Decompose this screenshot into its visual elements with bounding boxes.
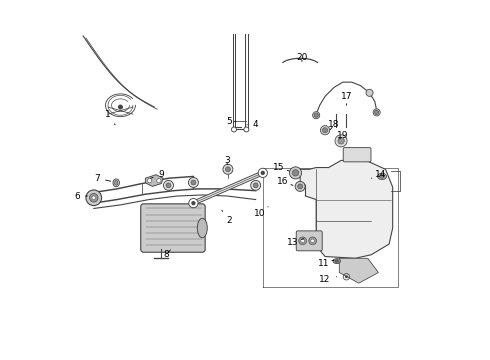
Circle shape xyxy=(293,170,299,176)
Circle shape xyxy=(90,194,98,202)
Circle shape xyxy=(191,201,196,205)
Text: 12: 12 xyxy=(319,275,337,284)
Circle shape xyxy=(290,167,301,179)
Text: 1: 1 xyxy=(105,110,115,125)
Circle shape xyxy=(223,165,233,174)
Circle shape xyxy=(309,237,317,245)
FancyBboxPatch shape xyxy=(296,231,322,251)
Text: 9: 9 xyxy=(151,170,164,179)
Circle shape xyxy=(335,135,347,147)
Circle shape xyxy=(89,193,99,203)
Circle shape xyxy=(295,181,305,192)
Circle shape xyxy=(338,138,344,144)
Ellipse shape xyxy=(378,173,387,180)
Circle shape xyxy=(191,180,196,185)
Text: 7: 7 xyxy=(95,174,111,183)
Text: 18: 18 xyxy=(328,120,340,130)
Text: 14: 14 xyxy=(371,170,386,179)
FancyBboxPatch shape xyxy=(141,204,205,252)
Circle shape xyxy=(313,112,319,119)
Ellipse shape xyxy=(114,180,118,185)
Circle shape xyxy=(157,179,161,183)
Circle shape xyxy=(91,195,96,200)
Ellipse shape xyxy=(113,179,120,187)
Circle shape xyxy=(86,190,101,206)
Circle shape xyxy=(189,198,198,208)
Circle shape xyxy=(320,126,330,135)
Circle shape xyxy=(119,105,122,109)
Text: 3: 3 xyxy=(224,156,230,165)
Text: 13: 13 xyxy=(287,238,304,247)
Circle shape xyxy=(251,180,261,190)
Circle shape xyxy=(366,89,373,96)
Circle shape xyxy=(314,113,319,117)
Text: 11: 11 xyxy=(318,259,334,268)
Polygon shape xyxy=(300,161,392,258)
Circle shape xyxy=(253,183,258,188)
Circle shape xyxy=(301,239,304,243)
Text: 19: 19 xyxy=(337,131,348,140)
Text: 2: 2 xyxy=(222,210,232,225)
Text: 20: 20 xyxy=(296,53,308,62)
Polygon shape xyxy=(339,258,378,283)
Text: 4: 4 xyxy=(247,120,259,129)
Circle shape xyxy=(297,184,303,189)
Text: 8: 8 xyxy=(164,250,171,259)
Text: 15: 15 xyxy=(273,163,290,172)
Circle shape xyxy=(92,196,96,199)
Circle shape xyxy=(311,239,315,243)
Circle shape xyxy=(164,180,173,190)
Circle shape xyxy=(231,127,237,132)
Ellipse shape xyxy=(335,260,339,262)
Circle shape xyxy=(322,128,327,133)
Text: 6: 6 xyxy=(74,192,87,201)
Circle shape xyxy=(373,109,380,116)
FancyBboxPatch shape xyxy=(343,148,371,162)
Circle shape xyxy=(258,168,268,177)
Ellipse shape xyxy=(379,175,385,178)
Circle shape xyxy=(261,171,265,175)
Text: 5: 5 xyxy=(226,117,236,126)
Polygon shape xyxy=(146,175,163,186)
Circle shape xyxy=(225,167,230,172)
Ellipse shape xyxy=(197,218,207,238)
Circle shape xyxy=(189,177,198,188)
Ellipse shape xyxy=(333,258,341,264)
Circle shape xyxy=(299,237,307,245)
Text: 16: 16 xyxy=(277,177,293,186)
Text: 10: 10 xyxy=(253,207,268,218)
Circle shape xyxy=(147,179,152,183)
Circle shape xyxy=(345,275,348,278)
Circle shape xyxy=(374,110,379,114)
Circle shape xyxy=(244,127,249,132)
Text: 17: 17 xyxy=(341,92,352,105)
Circle shape xyxy=(166,183,171,188)
